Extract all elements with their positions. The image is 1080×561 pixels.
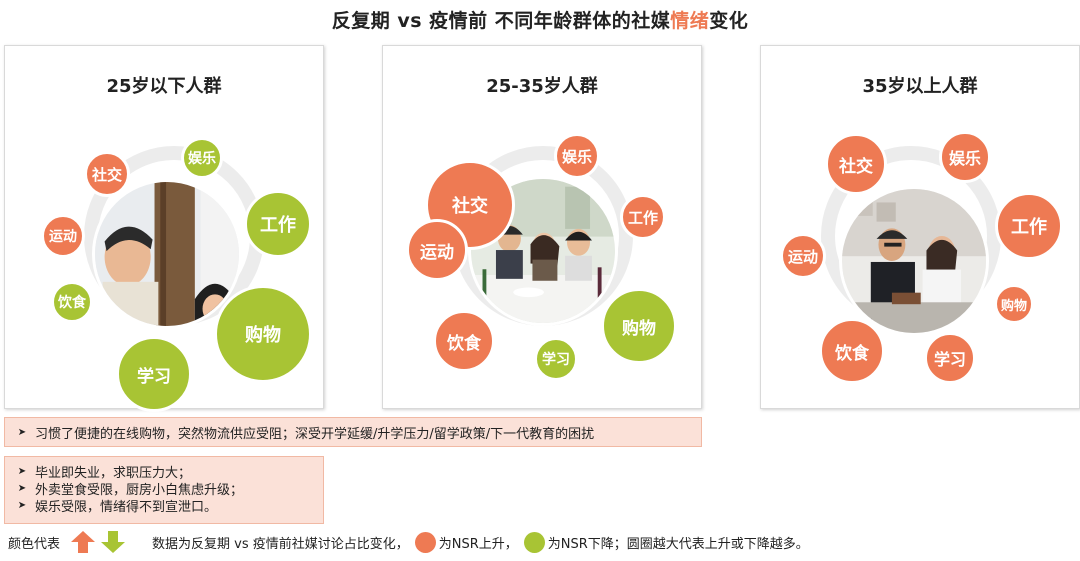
note-line: ➤ 娱乐受限，情绪得不到宣泄口。 (9, 497, 323, 515)
bubble-study: 学习 (534, 337, 578, 381)
bubble-entertainment: 娱乐 (554, 133, 600, 179)
photo-young-people (92, 179, 242, 329)
up-arrow-icon (71, 531, 96, 553)
bubble-shopping: 购物 (601, 288, 677, 364)
panel-title: 25-35岁人群 (486, 76, 598, 97)
panel-title: 25岁以下人群 (106, 76, 222, 97)
bullet-arrow-icon: ➤ (17, 500, 27, 511)
down-arrow-icon (101, 531, 126, 553)
note-line: ➤ 毕业即失业，求职压力大； (9, 463, 323, 481)
legend-up-dot (414, 531, 436, 553)
panel-25-35: 25-35岁人群 社交 娱乐 工作 购物 学习 饮食 运动 (382, 45, 702, 409)
note-line: ➤ 外卖堂食受限，厨房小白焦虑升级； (9, 480, 323, 498)
bubble-sport: 运动 (406, 219, 468, 281)
bubble-study: 学习 (116, 336, 192, 412)
note-narrow: ➤ 毕业即失业，求职压力大； ➤ 外卖堂食受限，厨房小白焦虑升级； ➤ 娱乐受限，情绪… (4, 456, 324, 524)
title-highlight: 情绪 (670, 10, 710, 32)
bubble-food: 饮食 (819, 318, 885, 384)
legend-desc: 数据为反复期 vs 疫情前社媒讨论占比变化， (152, 536, 409, 552)
photo-couple-cooking (839, 186, 989, 336)
panel-under-25: 25岁以下人群 社交 娱乐 工作 购物 学习 饮食 运动 (4, 45, 324, 412)
bubble-work: 工作 (995, 192, 1063, 260)
note-line: ➤ 习惯了便捷的在线购物，突然物流供应受阻；深受开学延缓/升学压力/留学政策/下一… (9, 424, 701, 442)
panel-title: 35岁以上人群 (862, 76, 978, 97)
bullet-arrow-icon: ➤ (17, 466, 27, 477)
bubble-entertainment: 娱乐 (181, 137, 223, 179)
legend-down-label: 为NSR下降；圆圈越大代表上升或下降越多。 (547, 536, 809, 552)
bubble-study: 学习 (924, 332, 976, 384)
bubble-social: 社交 (84, 151, 130, 197)
bubble-sport: 运动 (780, 233, 826, 279)
bubble-work: 工作 (244, 190, 312, 258)
bubble-shopping: 购物 (214, 285, 312, 383)
legend-up-label: 为NSR上升， (438, 536, 518, 552)
page-title: 反复期 vs 疫情前 不同年龄群体的社媒情绪变化 (331, 10, 749, 32)
bubble-food: 饮食 (433, 310, 495, 372)
bubble-food: 饮食 (51, 281, 93, 323)
legend: 颜色代表 数据为反复期 vs 疫情前社媒讨论占比变化， 为NSR上升， 为NSR… (8, 530, 1072, 554)
bubble-shopping: 购物 (994, 284, 1034, 324)
bullet-arrow-icon: ➤ (17, 483, 27, 494)
bubble-sport: 运动 (41, 214, 85, 258)
bullet-arrow-icon: ➤ (17, 427, 27, 438)
bubble-social: 社交 (825, 133, 887, 195)
note-wide: ➤ 习惯了便捷的在线购物，突然物流供应受阻；深受开学延缓/升学压力/留学政策/下一… (4, 417, 702, 447)
bubble-work: 工作 (620, 194, 666, 240)
legend-label: 颜色代表 (8, 536, 61, 552)
panel-over-35: 35岁以上人群 社交 娱乐 工作 购物 学习 饮食 运动 (760, 45, 1080, 409)
legend-down-dot (523, 531, 545, 553)
bubble-entertainment: 娱乐 (939, 131, 991, 183)
